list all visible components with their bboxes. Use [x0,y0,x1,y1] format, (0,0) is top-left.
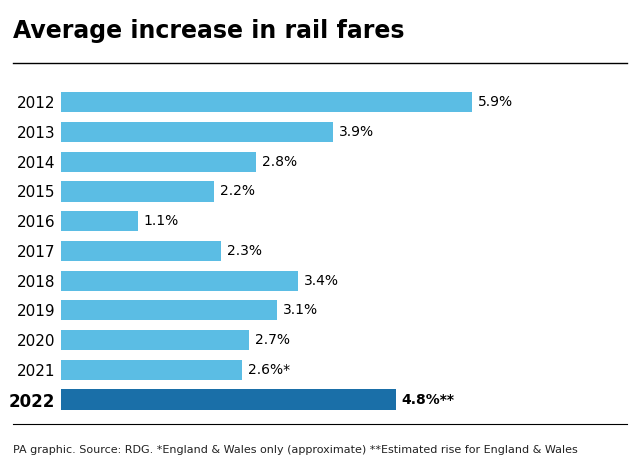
Text: 3.4%: 3.4% [303,273,339,287]
Text: 5.9%: 5.9% [478,95,513,109]
Text: PA graphic. Source: RDG. *England & Wales only (approximate) **Estimated rise fo: PA graphic. Source: RDG. *England & Wale… [13,445,577,455]
Text: 2.8%: 2.8% [262,155,297,169]
Text: 2.6%*: 2.6%* [248,363,290,377]
Text: 3.1%: 3.1% [283,303,318,318]
Bar [61,389,396,410]
Bar [61,151,256,172]
Text: 2.2%: 2.2% [220,184,255,198]
Bar [61,182,214,202]
Bar [61,360,242,380]
Text: 2.3%: 2.3% [227,244,262,258]
Bar [61,330,249,350]
Text: 4.8%**: 4.8%** [401,393,454,407]
Bar [61,271,298,291]
Bar [61,122,333,142]
Text: 2.7%: 2.7% [255,333,290,347]
Bar [61,241,221,261]
Text: 1.1%: 1.1% [143,214,179,228]
Bar [61,300,277,320]
Bar [61,92,472,113]
Bar [61,211,138,231]
Text: Average increase in rail fares: Average increase in rail fares [13,19,404,43]
Text: 3.9%: 3.9% [339,125,374,139]
